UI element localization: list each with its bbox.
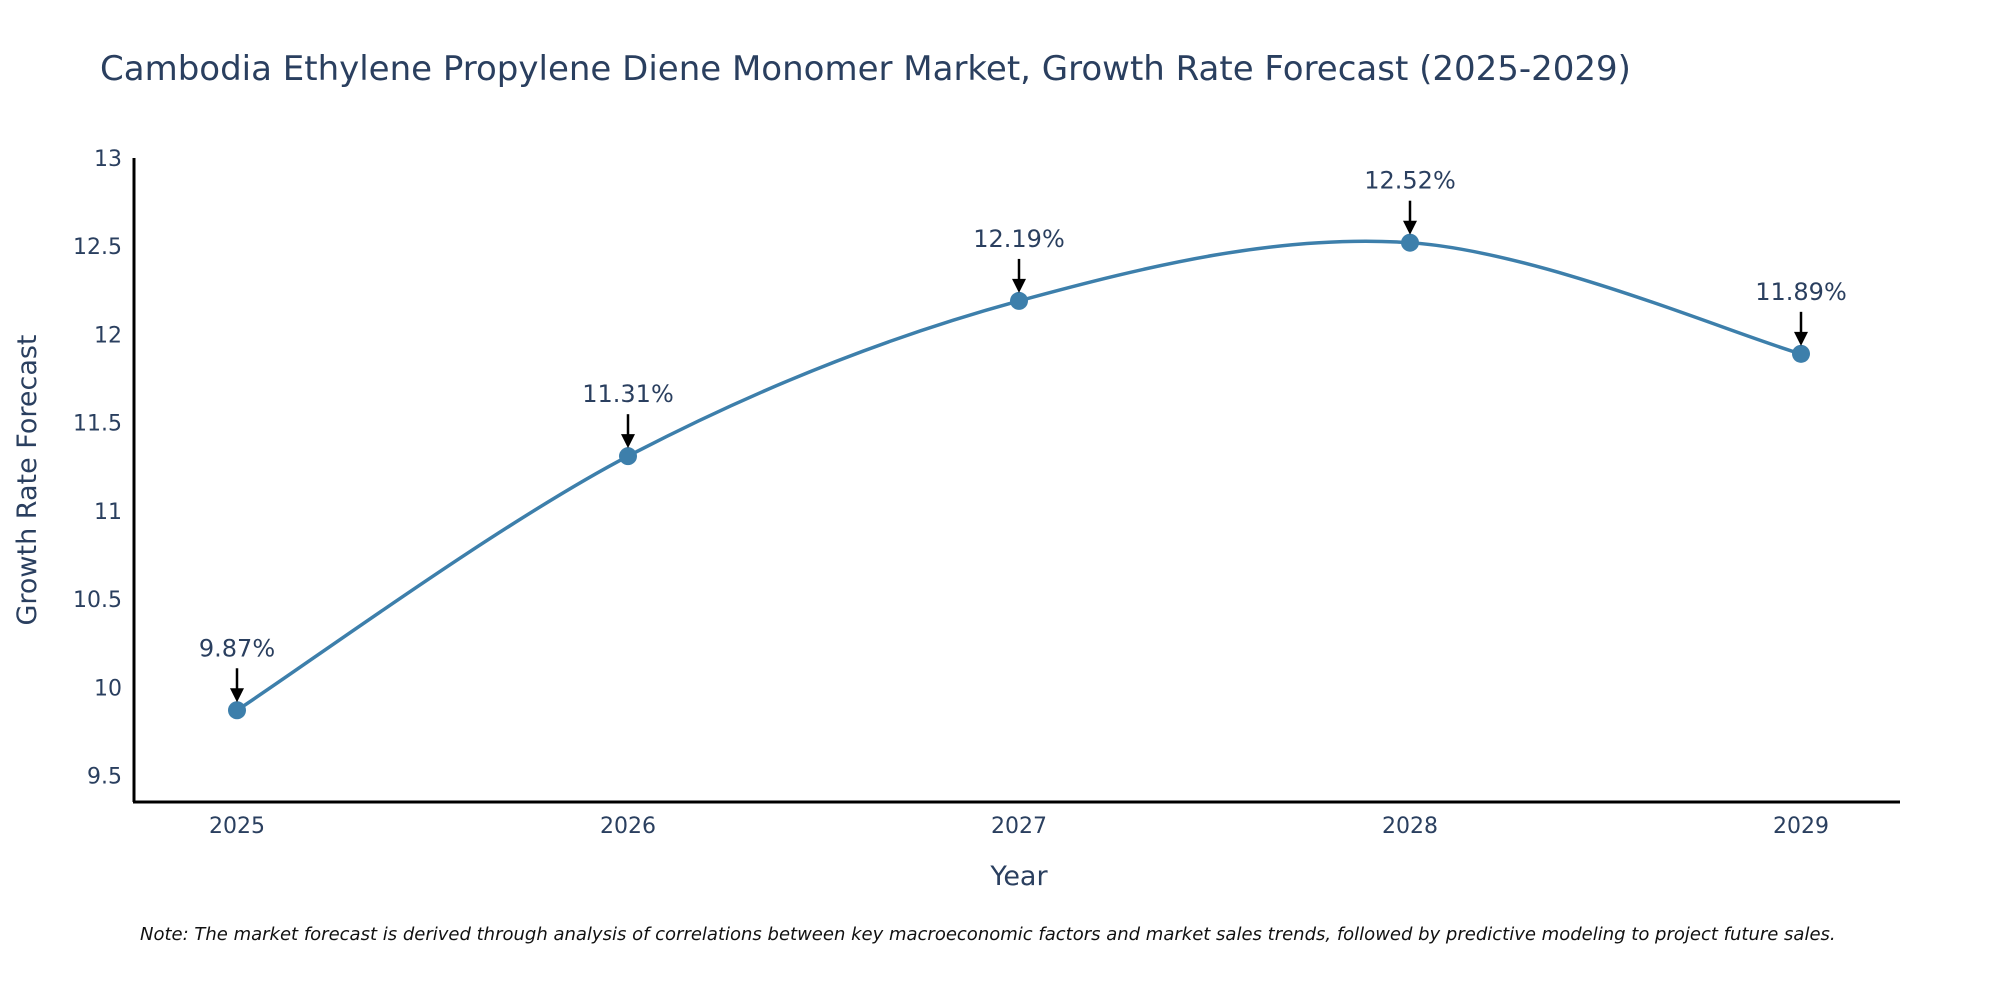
x-axis-ticks: 2025 2026 2027 2028 2029 <box>209 814 1829 839</box>
x-tick-label: 2028 <box>1382 814 1438 839</box>
y-axis-ticks: 9.5 10 10.5 11 11.5 12 12.5 13 <box>73 147 122 790</box>
data-label-annotations: 9.87% 11.31% 12.19% 12.52% 11.89% <box>199 167 1847 703</box>
y-tick-label: 10.5 <box>73 588 122 613</box>
y-tick-label: 12 <box>94 323 122 348</box>
y-tick-label: 11.5 <box>73 412 122 437</box>
footnote: Note: The market forecast is derived thr… <box>140 924 1836 945</box>
data-label: 12.19% <box>973 225 1065 253</box>
y-tick-label: 13 <box>94 147 122 172</box>
data-label: 11.89% <box>1755 278 1847 306</box>
chart-title: Cambodia Ethylene Propylene Diene Monome… <box>100 49 1631 89</box>
annotation-arrow-head <box>1012 278 1026 293</box>
annotation-arrow-head <box>230 688 244 703</box>
y-tick-label: 10 <box>94 676 122 701</box>
x-tick-label: 2029 <box>1773 814 1829 839</box>
y-tick-label: 11 <box>94 500 122 525</box>
y-tick-label: 12.5 <box>73 235 122 260</box>
series-markers <box>228 233 1810 720</box>
x-tick-label: 2025 <box>209 814 265 839</box>
data-label: 11.31% <box>582 380 674 408</box>
x-tick-label: 2027 <box>991 814 1047 839</box>
data-point-marker <box>1010 291 1028 310</box>
data-point-marker <box>619 447 637 466</box>
annotation-arrow-head <box>1403 220 1417 235</box>
annotation-arrow-head <box>621 434 635 449</box>
y-tick-label: 9.5 <box>87 765 122 790</box>
annotation-arrow-head <box>1794 331 1808 346</box>
data-label: 12.52% <box>1364 167 1456 195</box>
x-tick-label: 2026 <box>600 814 656 839</box>
series-line <box>236 239 1802 712</box>
x-axis-title: Year <box>989 861 1048 892</box>
data-label: 9.87% <box>199 634 275 662</box>
data-point-marker <box>1401 233 1419 252</box>
data-point-marker <box>228 701 246 720</box>
y-axis-title: Growth Rate Forecast <box>12 334 43 625</box>
data-point-marker <box>1792 344 1810 363</box>
